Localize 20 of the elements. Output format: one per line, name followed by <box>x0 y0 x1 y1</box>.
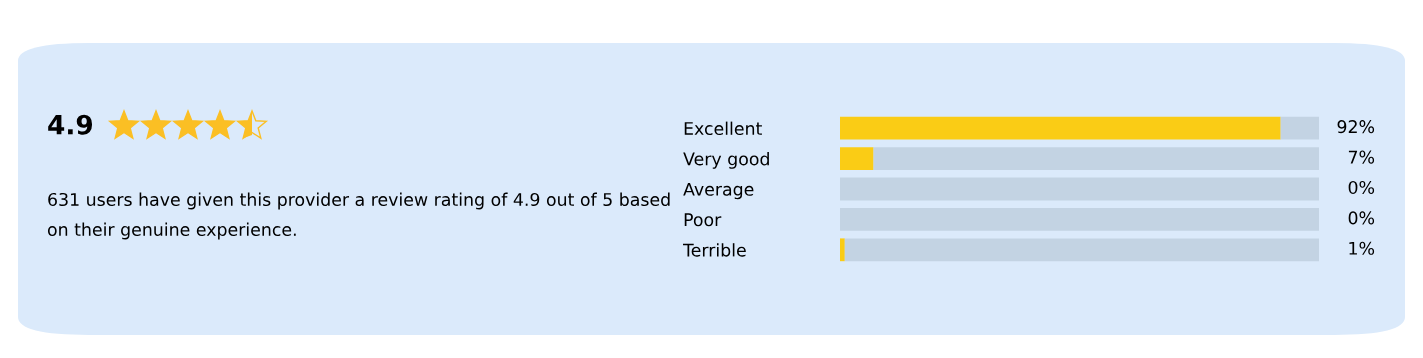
bar <box>840 177 1319 201</box>
y-tick-label: Average <box>683 182 754 200</box>
bar <box>840 147 874 170</box>
bar <box>873 147 1319 170</box>
y-tick-label: Terrible <box>683 243 746 257</box>
y-tick-label: Poor <box>684 213 722 227</box>
data-label: 92% <box>1337 120 1375 134</box>
bar <box>840 116 1281 140</box>
text: 631 users have given this provider a review rating of 4.9 out of 5 based on their genuine experience. <box>47 192 670 240</box>
y-tick-label: Very good <box>683 152 769 169</box>
data-label: 0% <box>1348 211 1375 225</box>
data-label: 0% <box>1348 180 1375 195</box>
text: 4.9 <box>48 114 93 135</box>
data-label: 7% <box>1348 150 1375 164</box>
bar <box>1280 116 1319 140</box>
data-label: 1% <box>1349 241 1375 255</box>
bar <box>840 208 1319 231</box>
bar <box>844 238 1319 262</box>
bar <box>840 238 845 262</box>
y-tick-label: Excellent <box>684 121 762 136</box>
